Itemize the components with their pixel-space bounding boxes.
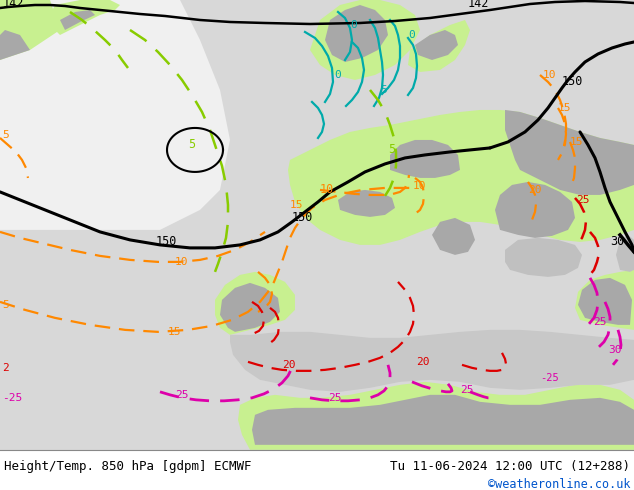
Polygon shape (575, 270, 634, 330)
Polygon shape (390, 140, 460, 178)
Polygon shape (505, 238, 582, 277)
Text: -25: -25 (540, 373, 559, 383)
Text: 10: 10 (175, 257, 188, 267)
Text: 5: 5 (188, 139, 195, 151)
Text: 25: 25 (593, 317, 607, 327)
Text: 5: 5 (380, 85, 387, 95)
Text: 142: 142 (3, 0, 24, 10)
Text: 150: 150 (562, 75, 583, 89)
Text: 15: 15 (570, 137, 583, 147)
Polygon shape (230, 330, 634, 392)
Polygon shape (578, 278, 632, 325)
Text: 15: 15 (290, 200, 304, 210)
Text: 20: 20 (282, 360, 295, 370)
Text: 25: 25 (576, 195, 590, 205)
Text: Tu 11-06-2024 12:00 UTC (12+288): Tu 11-06-2024 12:00 UTC (12+288) (390, 460, 630, 473)
Polygon shape (616, 235, 634, 272)
Text: 25: 25 (175, 390, 188, 400)
Text: 0: 0 (350, 20, 357, 30)
Polygon shape (220, 283, 280, 332)
Text: 10: 10 (320, 183, 334, 196)
Polygon shape (252, 395, 634, 445)
Text: 25: 25 (328, 393, 342, 403)
Text: Height/Temp. 850 hPa [gdpm] ECMWF: Height/Temp. 850 hPa [gdpm] ECMWF (4, 460, 252, 473)
Text: 15: 15 (558, 103, 571, 113)
Text: 5: 5 (388, 144, 395, 156)
Polygon shape (60, 10, 95, 30)
Text: 20: 20 (416, 357, 429, 367)
Polygon shape (0, 30, 30, 60)
Text: -25: -25 (2, 393, 22, 403)
Polygon shape (408, 20, 470, 72)
Polygon shape (0, 0, 230, 230)
Polygon shape (325, 5, 388, 62)
Polygon shape (432, 218, 475, 255)
Text: 30: 30 (608, 345, 621, 355)
Text: 20: 20 (528, 185, 541, 195)
Text: 5: 5 (2, 130, 9, 140)
Text: 15: 15 (168, 327, 181, 337)
Polygon shape (338, 190, 395, 217)
Polygon shape (50, 0, 120, 35)
Text: 25: 25 (460, 385, 474, 395)
Text: 0: 0 (334, 70, 340, 80)
Polygon shape (0, 0, 60, 60)
Polygon shape (495, 182, 575, 238)
Text: 150: 150 (156, 235, 178, 248)
Text: 10: 10 (543, 70, 557, 80)
Polygon shape (310, 0, 420, 80)
Polygon shape (215, 272, 295, 335)
Polygon shape (505, 110, 634, 195)
Text: 2: 2 (2, 363, 9, 373)
Text: 0: 0 (408, 30, 415, 40)
Text: 30: 30 (610, 235, 624, 248)
Text: ©weatheronline.co.uk: ©weatheronline.co.uk (488, 478, 630, 490)
Polygon shape (238, 382, 634, 450)
Polygon shape (288, 110, 634, 245)
Polygon shape (415, 30, 458, 60)
Text: 150: 150 (292, 211, 313, 224)
Text: 142: 142 (468, 0, 489, 10)
Text: 5: 5 (2, 300, 9, 310)
Text: 10: 10 (413, 181, 427, 191)
